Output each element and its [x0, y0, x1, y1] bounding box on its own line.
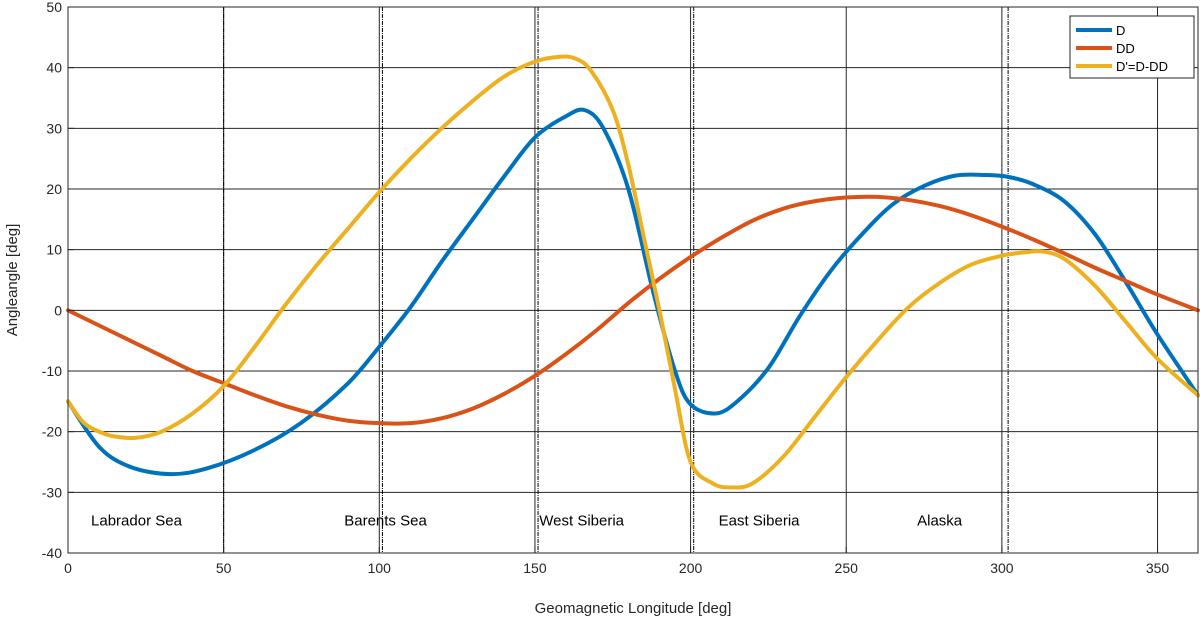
y-tick-label: 0	[54, 302, 62, 318]
region-boundaries	[223, 7, 1009, 553]
y-axis: -40 -30 -20 -10 0 10 20 30 40 50	[42, 0, 74, 561]
x-tick-label: 100	[368, 560, 392, 576]
region-label: Alaska	[917, 513, 963, 530]
x-tick-label: 350	[1146, 560, 1170, 576]
series-layer	[66, 54, 1200, 490]
plot-area: Labrador Sea Barents Sea West Siberia East …	[66, 6, 1200, 554]
x-tick-label: 0	[64, 560, 72, 576]
x-tick-label: 150	[523, 560, 547, 576]
legend-label-d-prime: D'=D-DD	[1116, 59, 1168, 74]
y-tick-label: -40	[42, 545, 62, 561]
y-tick-label: -20	[42, 424, 62, 440]
y-tick-label: -30	[42, 484, 62, 500]
y-tick-label: -10	[42, 363, 62, 379]
region-label: East Siberia	[719, 513, 801, 530]
region-labels: Labrador Sea Barents Sea West Siberia East …	[91, 513, 963, 530]
series-line-d-prime	[66, 54, 1200, 490]
x-tick-label: 300	[990, 560, 1014, 576]
x-tick-label: 200	[679, 560, 703, 576]
y-tick-label: 40	[46, 60, 62, 76]
legend-label-dd: DD	[1116, 41, 1135, 56]
plot-background	[68, 7, 1198, 553]
y-tick-label: 20	[46, 181, 62, 197]
legend-label-d: D	[1116, 23, 1125, 38]
y-tick-label: 30	[46, 120, 62, 136]
x-tick-label: 50	[216, 560, 232, 576]
x-axis: 0 50 100 150 200 250 300 350	[64, 547, 1169, 576]
region-label: Barents Sea	[344, 513, 427, 530]
y-tick-label: 50	[46, 0, 62, 15]
region-label: Labrador Sea	[91, 513, 183, 530]
y-axis-label: Angleangle [deg]	[4, 224, 21, 337]
x-tick-label: 250	[835, 560, 859, 576]
x-axis-label: Geomagnetic Longitude [deg]	[535, 600, 732, 617]
plot-frame	[67, 6, 1199, 554]
region-label: West Siberia	[539, 513, 624, 530]
series-line-dd	[66, 194, 1200, 426]
y-tick-label: 10	[46, 242, 62, 258]
